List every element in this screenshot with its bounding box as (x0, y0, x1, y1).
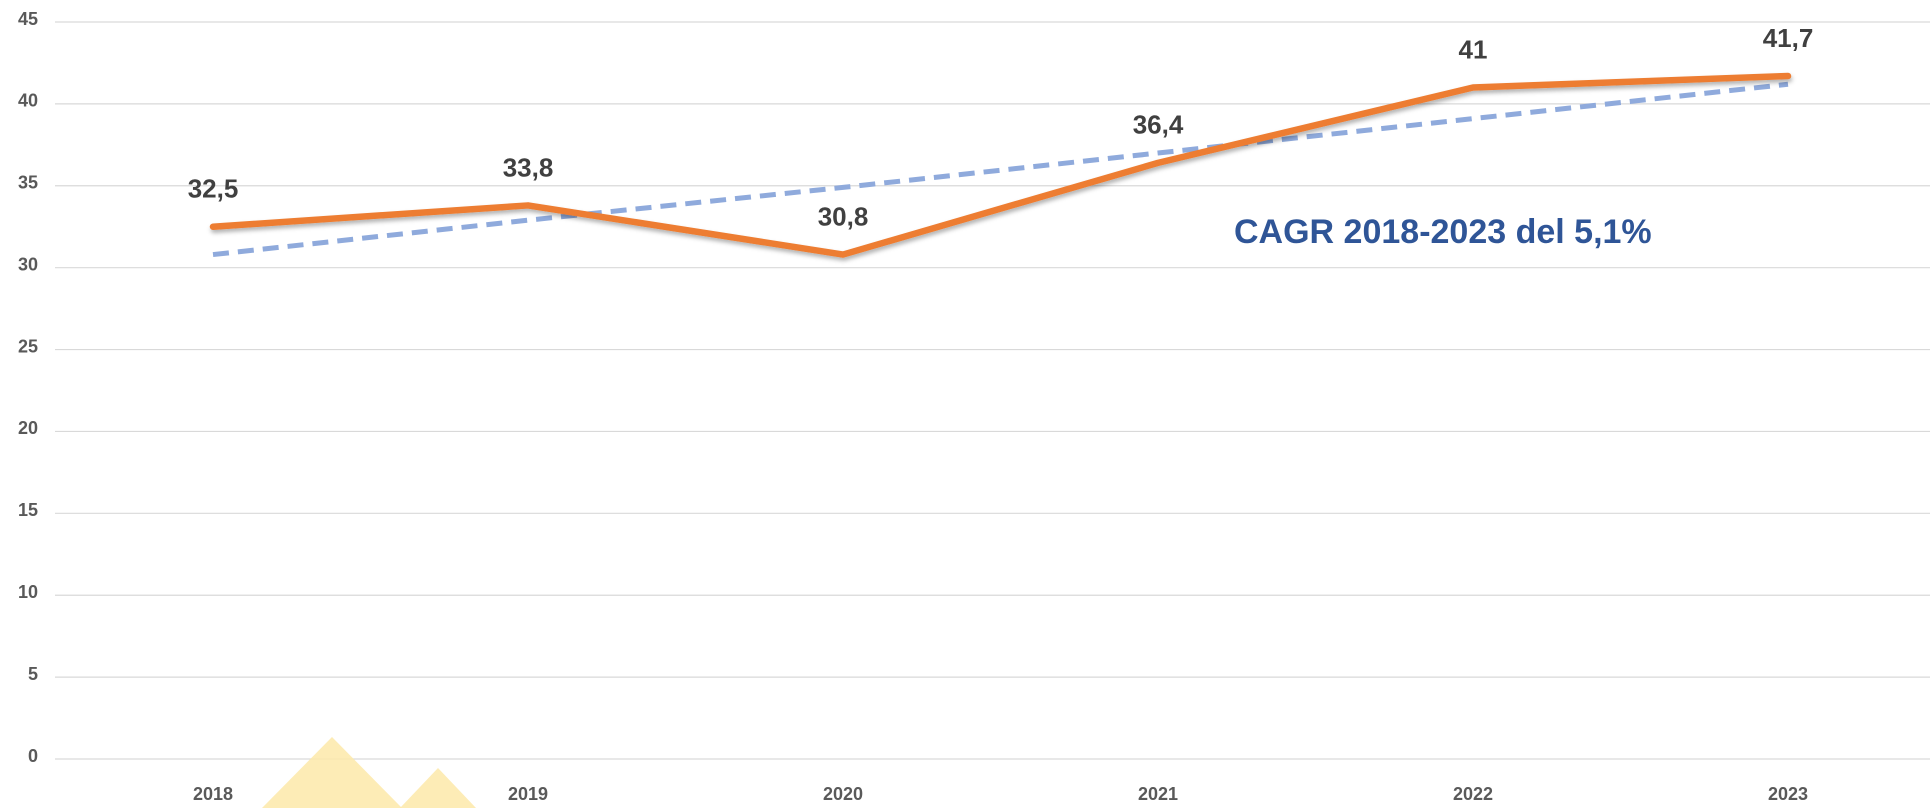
grid: 0 5 10 15 20 25 30 35 40 45 2018 2019 2020 2021 2022 20… (18, 9, 1930, 804)
y-tick-label: 15 (18, 500, 38, 520)
x-tick-label: 2018 (193, 784, 233, 804)
trend-line (212, 81, 1789, 258)
data-label: 36,4 (1133, 110, 1184, 140)
y-tick-label: 25 (18, 336, 38, 356)
data-label: 30,8 (818, 201, 869, 231)
decoration (400, 768, 476, 808)
y-tick-label: 45 (18, 9, 38, 29)
x-tick-label: 2020 (823, 784, 863, 804)
y-tick-label: 30 (18, 254, 38, 274)
data-label: 41,7 (1763, 23, 1814, 53)
decoration (262, 737, 402, 808)
y-tick-label: 40 (18, 91, 38, 111)
y-tick-label: 35 (18, 173, 38, 193)
x-tick-label: 2023 (1768, 784, 1808, 804)
x-tick-label: 2019 (508, 784, 548, 804)
x-tick-label: 2022 (1453, 784, 1493, 804)
y-tick-label: 20 (18, 418, 38, 438)
y-tick-label: 0 (28, 746, 38, 766)
line (209, 72, 1792, 258)
y-tick-label: 10 (18, 582, 38, 602)
data-label: 32,5 (188, 174, 239, 204)
data-label: 33,8 (503, 152, 554, 182)
x-tick-label: 2021 (1138, 784, 1178, 804)
marks: 32,5 33,8 30,8 36,4 41 41,7 (188, 23, 1814, 258)
y-tick-label: 5 (28, 664, 38, 684)
annotation: CAGR 2018-2023 del 5,1% (1234, 213, 1652, 251)
data-label: 41 (1459, 34, 1488, 64)
